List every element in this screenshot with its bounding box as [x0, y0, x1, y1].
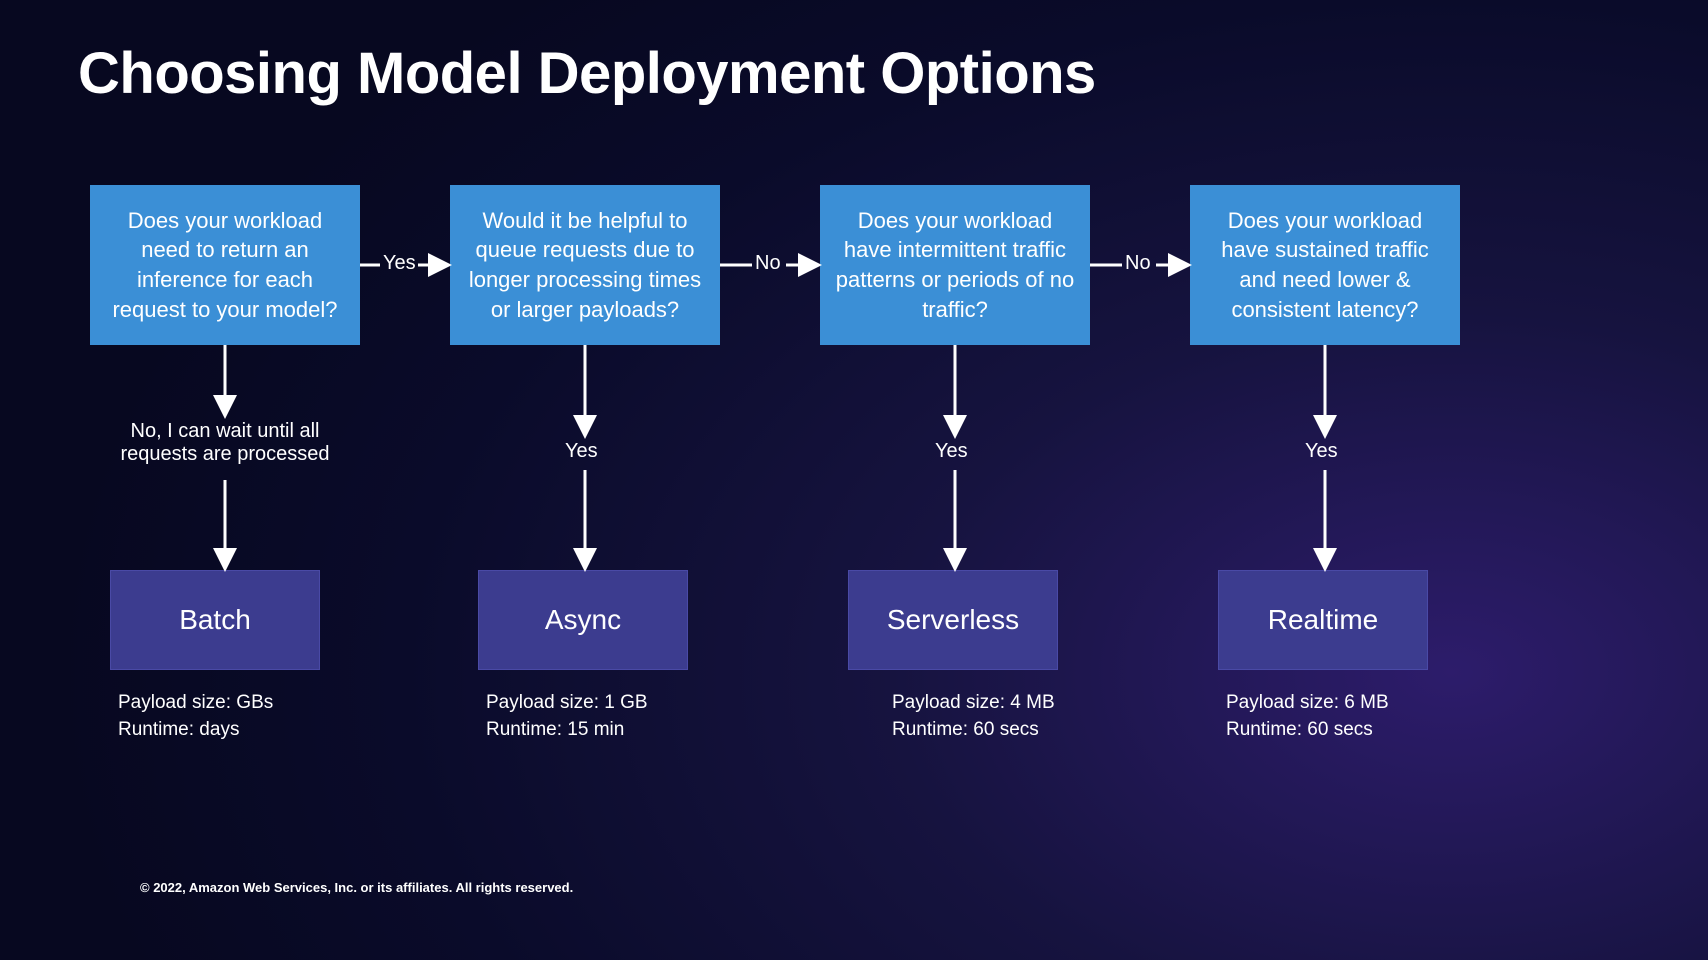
answer-d4-down: Yes — [1305, 440, 1338, 463]
specs-batch-payload: Payload size: GBs — [118, 690, 273, 717]
specs-async: Payload size: 1 GB Runtime: 15 min — [486, 690, 648, 743]
specs-realtime: Payload size: 6 MB Runtime: 60 secs — [1226, 690, 1389, 743]
specs-batch-runtime: Runtime: days — [118, 717, 273, 744]
edge-label-d2-d3: No — [755, 252, 781, 275]
decision-2-text: Would it be helpful to queue requests du… — [464, 206, 706, 325]
result-node-serverless: Serverless — [848, 570, 1058, 670]
specs-realtime-runtime: Runtime: 60 secs — [1226, 717, 1389, 744]
specs-serverless: Payload size: 4 MB Runtime: 60 secs — [892, 690, 1055, 743]
edge-label-d3-d4: No — [1125, 252, 1151, 275]
result-async-label: Async — [545, 604, 621, 636]
specs-serverless-payload: Payload size: 4 MB — [892, 690, 1055, 717]
decision-node-1: Does your workload need to return an inf… — [90, 185, 360, 345]
flowchart-connectors — [0, 0, 1708, 960]
result-serverless-label: Serverless — [887, 604, 1019, 636]
edge-label-d1-d2: Yes — [383, 252, 416, 275]
decision-1-text: Does your workload need to return an inf… — [104, 206, 346, 325]
answer-d1-down: No, I can wait until all requests are pr… — [95, 420, 355, 466]
answer-d3-down: Yes — [935, 440, 968, 463]
specs-batch: Payload size: GBs Runtime: days — [118, 690, 273, 743]
result-batch-label: Batch — [179, 604, 251, 636]
decision-node-4: Does your workload have sustained traffi… — [1190, 185, 1460, 345]
specs-serverless-runtime: Runtime: 60 secs — [892, 717, 1055, 744]
decision-4-text: Does your workload have sustained traffi… — [1204, 206, 1446, 325]
decision-node-2: Would it be helpful to queue requests du… — [450, 185, 720, 345]
slide-title: Choosing Model Deployment Options — [78, 40, 1096, 107]
decision-3-text: Does your workload have intermittent tra… — [834, 206, 1076, 325]
copyright-text: © 2022, Amazon Web Services, Inc. or its… — [140, 880, 573, 895]
specs-realtime-payload: Payload size: 6 MB — [1226, 690, 1389, 717]
result-node-batch: Batch — [110, 570, 320, 670]
specs-async-runtime: Runtime: 15 min — [486, 717, 648, 744]
answer-d2-down: Yes — [565, 440, 598, 463]
specs-async-payload: Payload size: 1 GB — [486, 690, 648, 717]
result-realtime-label: Realtime — [1268, 604, 1378, 636]
result-node-async: Async — [478, 570, 688, 670]
result-node-realtime: Realtime — [1218, 570, 1428, 670]
decision-node-3: Does your workload have intermittent tra… — [820, 185, 1090, 345]
